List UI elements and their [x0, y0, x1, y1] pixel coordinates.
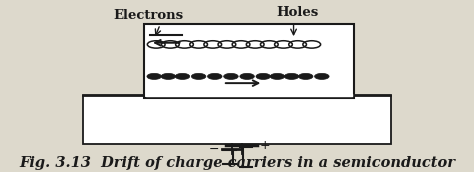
Text: $-$: $-$	[208, 142, 219, 155]
Circle shape	[224, 73, 238, 79]
Circle shape	[175, 73, 190, 79]
Circle shape	[256, 73, 271, 79]
Circle shape	[208, 73, 222, 79]
Circle shape	[284, 73, 299, 79]
Circle shape	[240, 73, 255, 79]
Circle shape	[191, 73, 206, 79]
Circle shape	[299, 73, 313, 79]
Bar	[144, 24, 354, 98]
Text: Electrons: Electrons	[113, 9, 183, 22]
Text: Holes: Holes	[276, 6, 319, 19]
Text: Fig. 3.13  Drift of charge carriers in a semiconductor: Fig. 3.13 Drift of charge carriers in a …	[19, 156, 455, 170]
Circle shape	[147, 73, 162, 79]
Bar	[83, 95, 391, 144]
Circle shape	[270, 73, 285, 79]
Circle shape	[315, 73, 329, 79]
Text: $+$: $+$	[259, 139, 270, 152]
Circle shape	[161, 73, 175, 79]
